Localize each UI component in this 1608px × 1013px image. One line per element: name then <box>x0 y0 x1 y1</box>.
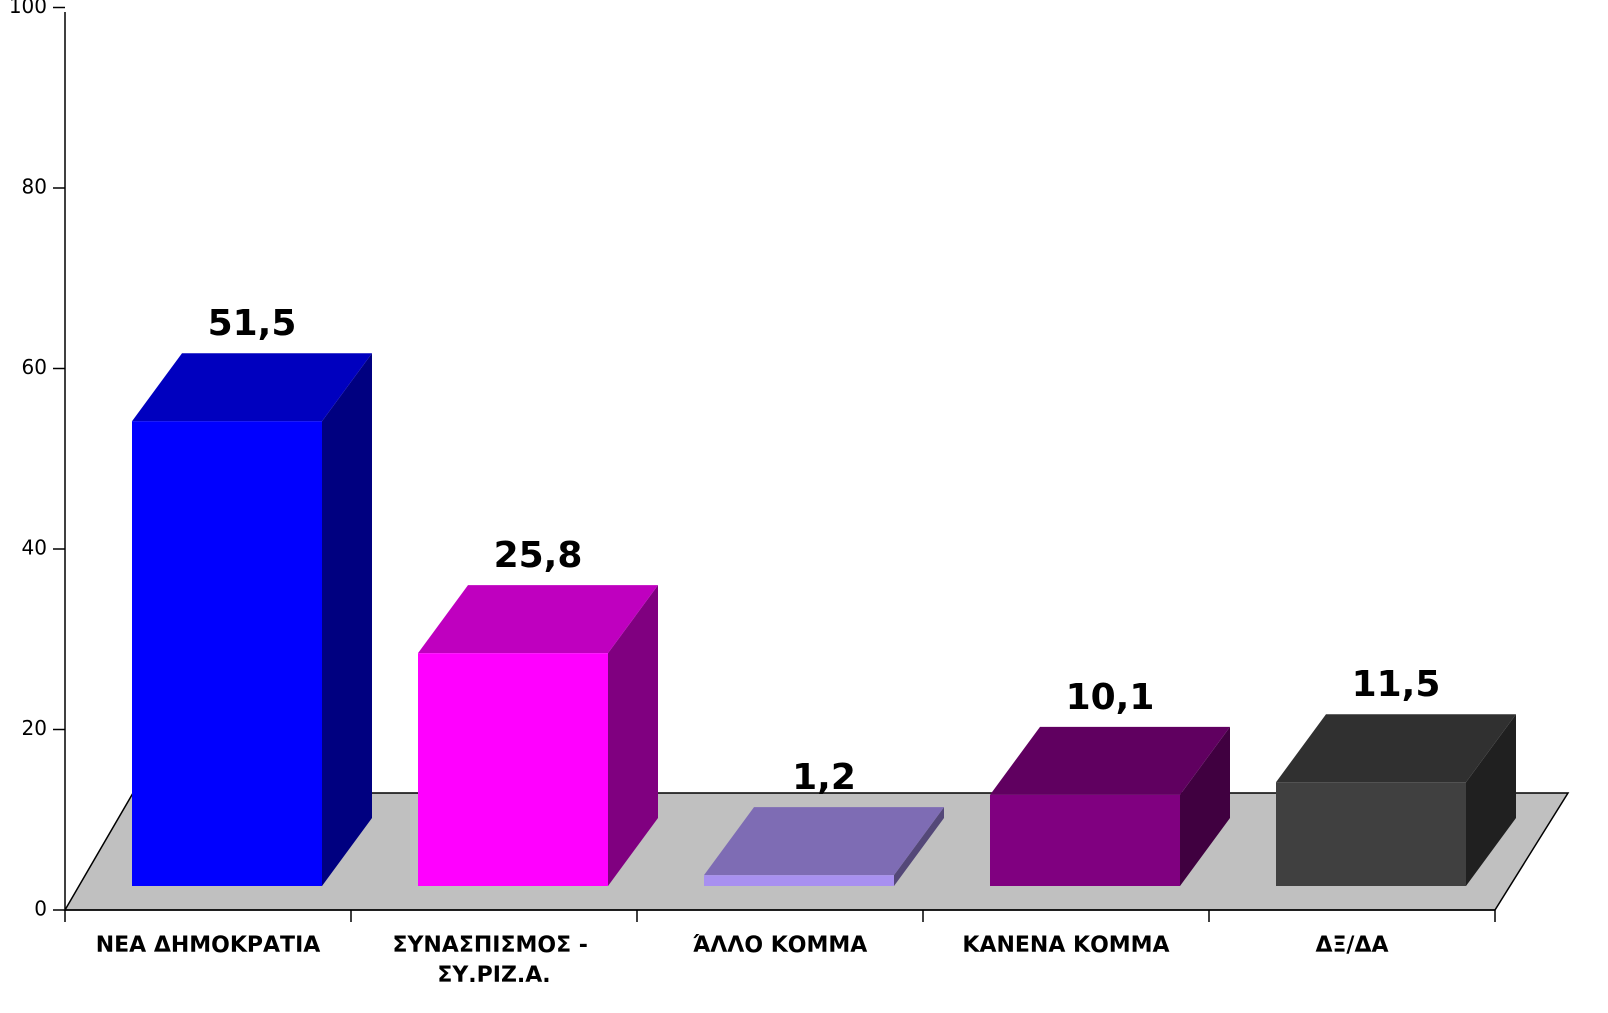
bar <box>704 875 894 886</box>
bar <box>1276 782 1466 886</box>
bar-side <box>894 807 944 886</box>
y-tick-label: 0 <box>34 897 47 921</box>
y-tick-label: 80 <box>22 175 47 199</box>
bar-top <box>132 353 372 422</box>
x-tick-label: ΚΑΝΕΝΑ ΚΟΜΜΑ <box>962 933 1169 958</box>
bar-top <box>990 726 1230 795</box>
bar <box>418 653 608 886</box>
bar-top <box>704 807 944 876</box>
bar-side <box>322 353 372 886</box>
x-tick-label: ΝΕΑ ΔΗΜΟΚΡΑΤΙΑ <box>96 933 321 958</box>
bar <box>990 794 1180 886</box>
value-label: 10,1 <box>1066 677 1155 718</box>
value-label: 51,5 <box>208 303 297 344</box>
value-label: 25,8 <box>494 535 583 576</box>
y-tick-label: 40 <box>22 536 47 560</box>
x-tick-label: ΣΥΝΑΣΠΙΣΜΟΣ - ΣΥ.ΡΙΖ.Α. <box>392 933 595 988</box>
bar-side <box>608 585 658 886</box>
bar <box>132 421 322 886</box>
value-label: 11,5 <box>1352 664 1441 705</box>
x-tick-label: ΔΞ/ΔΑ <box>1315 933 1388 958</box>
bar-side <box>1466 714 1516 886</box>
bar-top <box>1276 714 1516 783</box>
bar-top <box>418 585 658 654</box>
x-tick-label: ΆΛΛΟ ΚΟΜΜΑ <box>693 933 868 958</box>
value-label: 1,2 <box>792 757 856 798</box>
y-tick-label: 20 <box>22 716 47 740</box>
y-tick-label: 60 <box>22 355 47 379</box>
y-tick-label: 100 <box>9 0 47 18</box>
bar-side <box>1180 726 1230 886</box>
